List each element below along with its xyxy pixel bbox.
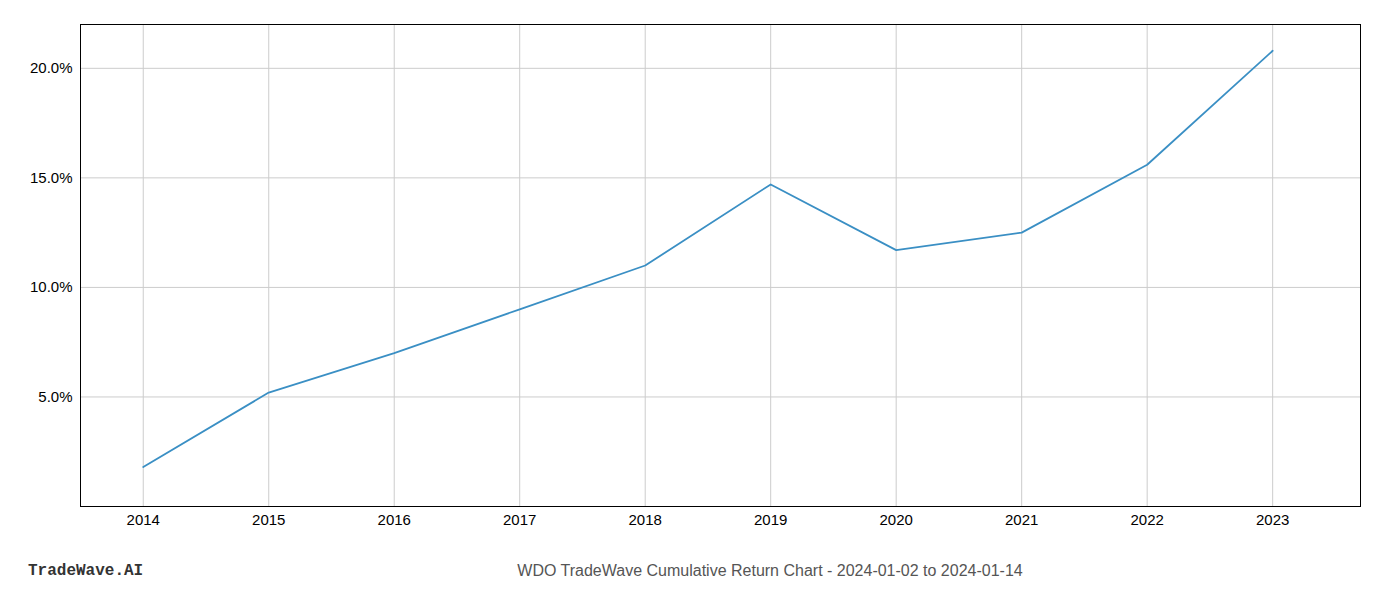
svg-text:2023: 2023 xyxy=(1256,511,1289,528)
svg-text:2018: 2018 xyxy=(629,511,662,528)
svg-text:5.0%: 5.0% xyxy=(38,388,72,405)
svg-text:2014: 2014 xyxy=(127,511,160,528)
svg-text:2015: 2015 xyxy=(252,511,285,528)
svg-text:10.0%: 10.0% xyxy=(30,278,73,295)
svg-text:2021: 2021 xyxy=(1005,511,1038,528)
html-text:WDO TradeWave Cumulative Retur: WDO TradeWave Cumulative Return Chart - … xyxy=(517,562,1023,579)
svg-text:20.0%: 20.0% xyxy=(30,59,73,76)
svg-text:15.0%: 15.0% xyxy=(30,169,73,186)
svg-text:2017: 2017 xyxy=(503,511,536,528)
svg-text:2016: 2016 xyxy=(378,511,411,528)
svg-text:2022: 2022 xyxy=(1130,511,1163,528)
svg-text:2020: 2020 xyxy=(879,511,912,528)
html-text:TradeWave.AI: TradeWave.AI xyxy=(28,562,144,580)
svg-text:2019: 2019 xyxy=(754,511,787,528)
